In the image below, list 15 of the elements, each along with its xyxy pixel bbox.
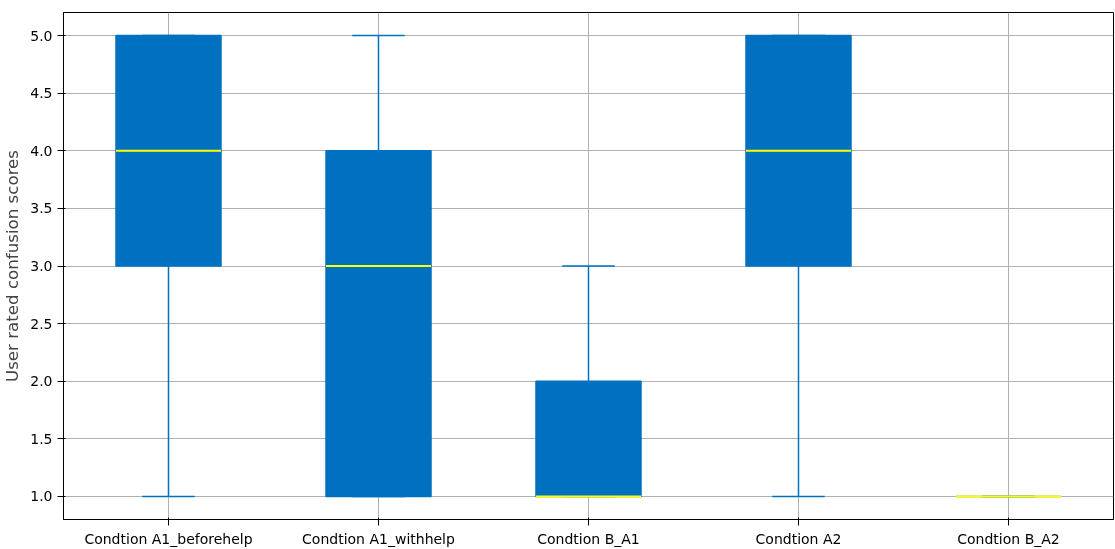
x-tick-label: Condtion A1_withhelp [302,530,456,547]
y-tick-label: 1.5 [30,430,53,447]
x-tick-label: Condtion A2 [755,530,842,547]
y-tick-label: 4.5 [30,85,53,102]
x-tick-label: Condtion B_A1 [537,530,640,547]
x-tick-label: Condtion A1_beforehelp [84,530,253,547]
y-axis-title: User rated confusion scores [3,149,23,383]
y-tick-label: 3.0 [30,258,53,274]
y-tick-label: 1.0 [30,488,53,505]
y-tick-label: 5.0 [30,27,53,44]
y-tick-label: 4.0 [30,142,53,159]
y-tick-label: 2.0 [30,373,53,390]
y-tick-label: 3.5 [30,200,53,217]
x-tick-label: Condtion B_A2 [957,530,1060,547]
y-tick-label: 2.5 [30,315,53,332]
